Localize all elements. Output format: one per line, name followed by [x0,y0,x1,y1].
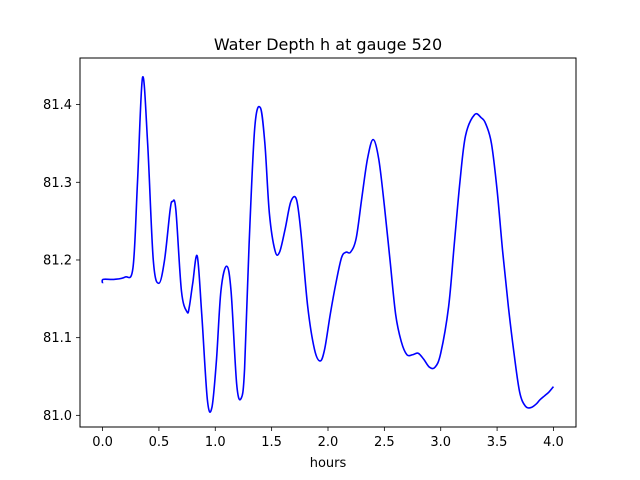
x-axis-ticks: 0.0 0.5 1.0 1.5 2.0 2.5 3.0 3.5 4.0 [92,427,564,450]
x-tick-label: 0.5 [149,435,170,450]
y-axis-ticks: 81.0 81.1 81.2 81.3 81.4 [43,98,80,424]
y-tick-label: 81.3 [43,176,72,191]
plot-frame [79,57,577,428]
x-tick-label: 3.0 [430,435,451,450]
series-layer [101,76,555,413]
y-tick-label: 81.1 [43,331,72,346]
x-tick-label: 1.5 [261,435,282,450]
x-tick-label: 2.5 [374,435,395,450]
chart-title: Water Depth h at gauge 520 [214,35,442,54]
y-tick-label: 81.2 [43,253,72,268]
x-tick-label: 2.0 [318,435,339,450]
y-tick-label: 81.4 [43,98,72,113]
x-tick-label: 1.0 [205,435,226,450]
plot-area [80,58,576,427]
x-tick-label: 0.0 [92,435,113,450]
x-tick-label: 3.5 [487,435,508,450]
series-line-0 [101,76,555,413]
x-axis-label: hours [310,456,347,471]
x-tick-label: 4.0 [543,435,564,450]
y-tick-label: 81.0 [43,409,72,424]
